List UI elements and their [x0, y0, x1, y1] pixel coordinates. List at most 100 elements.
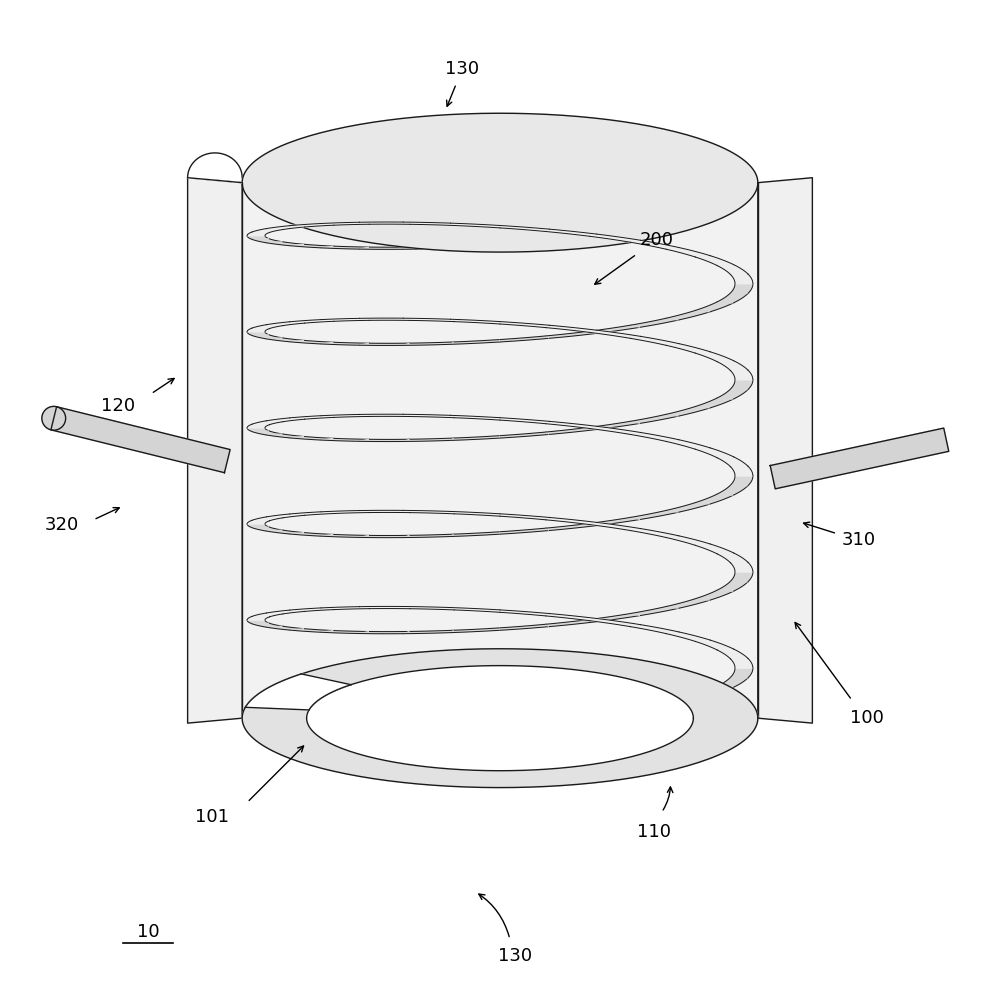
Polygon shape — [403, 318, 454, 322]
Polygon shape — [290, 437, 334, 440]
Polygon shape — [631, 222, 679, 231]
Polygon shape — [500, 225, 549, 232]
Polygon shape — [360, 222, 410, 224]
Polygon shape — [321, 246, 369, 249]
Polygon shape — [717, 485, 748, 495]
Polygon shape — [252, 431, 283, 435]
Polygon shape — [666, 695, 710, 704]
Polygon shape — [247, 520, 269, 524]
Polygon shape — [403, 534, 454, 538]
Polygon shape — [245, 674, 351, 710]
Polygon shape — [360, 510, 410, 513]
Polygon shape — [590, 710, 640, 718]
Text: 310: 310 — [842, 531, 876, 549]
Polygon shape — [666, 536, 710, 545]
Polygon shape — [590, 426, 640, 434]
Polygon shape — [290, 608, 334, 611]
Polygon shape — [590, 613, 640, 622]
Polygon shape — [360, 414, 410, 417]
Polygon shape — [666, 599, 710, 608]
Polygon shape — [731, 562, 753, 572]
Polygon shape — [731, 668, 753, 678]
Polygon shape — [717, 649, 748, 659]
Polygon shape — [500, 240, 549, 246]
Polygon shape — [695, 206, 734, 216]
Polygon shape — [266, 338, 305, 342]
Polygon shape — [731, 572, 753, 582]
Polygon shape — [247, 232, 269, 236]
Polygon shape — [247, 428, 269, 432]
Polygon shape — [717, 361, 748, 371]
Polygon shape — [546, 523, 597, 531]
Polygon shape — [451, 243, 500, 248]
Polygon shape — [266, 530, 305, 534]
Polygon shape — [266, 722, 305, 726]
Polygon shape — [360, 343, 410, 345]
Polygon shape — [717, 389, 748, 399]
Polygon shape — [321, 222, 369, 225]
Polygon shape — [631, 240, 679, 249]
Polygon shape — [731, 274, 753, 284]
Polygon shape — [321, 414, 369, 417]
Polygon shape — [403, 438, 454, 441]
Polygon shape — [695, 544, 734, 554]
Polygon shape — [403, 726, 454, 730]
Polygon shape — [266, 514, 305, 518]
Polygon shape — [321, 511, 369, 514]
Polygon shape — [631, 607, 679, 615]
Polygon shape — [590, 229, 640, 237]
Polygon shape — [631, 414, 679, 423]
Polygon shape — [500, 432, 549, 438]
Polygon shape — [546, 235, 597, 242]
Text: 200: 200 — [640, 231, 674, 249]
Polygon shape — [717, 457, 748, 467]
Polygon shape — [266, 434, 305, 438]
Polygon shape — [451, 223, 500, 228]
Polygon shape — [290, 533, 334, 536]
Polygon shape — [590, 330, 640, 338]
Polygon shape — [266, 242, 305, 246]
Polygon shape — [500, 514, 549, 520]
Polygon shape — [451, 608, 500, 612]
Polygon shape — [546, 614, 597, 621]
Polygon shape — [731, 370, 753, 380]
Polygon shape — [717, 581, 748, 591]
Polygon shape — [242, 113, 758, 718]
Polygon shape — [290, 244, 334, 248]
Polygon shape — [500, 624, 549, 630]
Polygon shape — [666, 440, 710, 449]
Polygon shape — [252, 421, 283, 425]
Polygon shape — [242, 649, 758, 788]
Polygon shape — [321, 727, 369, 730]
Polygon shape — [546, 716, 597, 723]
Polygon shape — [266, 322, 305, 326]
Polygon shape — [252, 517, 283, 521]
Polygon shape — [360, 439, 410, 442]
Polygon shape — [590, 421, 640, 429]
Polygon shape — [546, 325, 597, 332]
Polygon shape — [731, 466, 753, 476]
Polygon shape — [770, 428, 949, 489]
Polygon shape — [666, 503, 710, 512]
Polygon shape — [717, 677, 748, 687]
Polygon shape — [252, 613, 283, 617]
Polygon shape — [321, 534, 369, 537]
Polygon shape — [500, 720, 549, 726]
Polygon shape — [695, 448, 734, 458]
Polygon shape — [360, 631, 410, 634]
Text: 101: 101 — [195, 808, 229, 826]
Polygon shape — [252, 239, 283, 243]
Polygon shape — [188, 153, 242, 183]
Text: 130: 130 — [498, 947, 532, 965]
Polygon shape — [321, 631, 369, 634]
Polygon shape — [666, 632, 710, 641]
Polygon shape — [290, 416, 334, 419]
Polygon shape — [247, 716, 269, 720]
Polygon shape — [403, 630, 454, 634]
Polygon shape — [695, 494, 734, 504]
Polygon shape — [252, 229, 283, 232]
Polygon shape — [731, 658, 753, 668]
Polygon shape — [731, 380, 753, 390]
Polygon shape — [252, 527, 283, 531]
Polygon shape — [403, 414, 454, 418]
